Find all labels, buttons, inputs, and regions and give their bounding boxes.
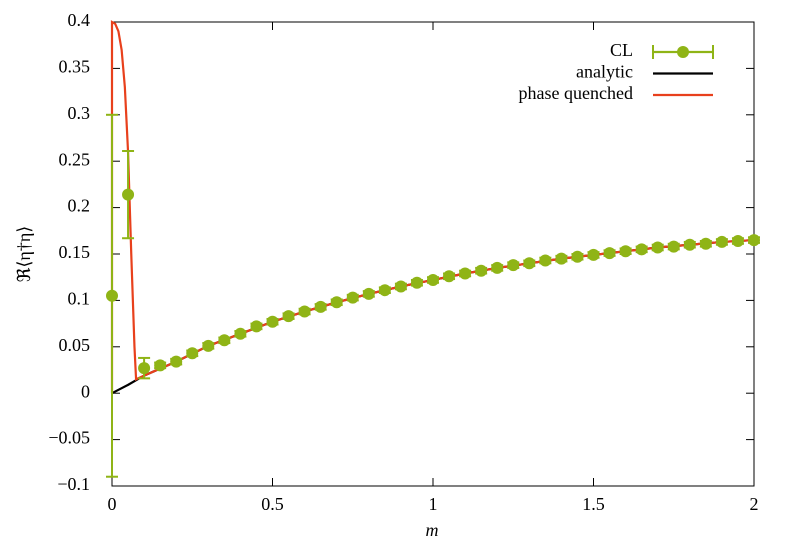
legend-label: CL xyxy=(610,40,633,60)
point xyxy=(603,247,616,260)
point xyxy=(218,334,231,347)
plot-frame xyxy=(111,21,755,487)
point xyxy=(731,235,744,248)
point xyxy=(266,315,279,328)
point xyxy=(106,289,118,302)
point xyxy=(394,280,407,293)
point xyxy=(635,243,648,256)
legend-label: analytic xyxy=(576,62,633,82)
point xyxy=(651,241,664,254)
x-tick-label: 1 xyxy=(429,494,438,514)
point xyxy=(523,257,536,270)
y-tick-label: 0.2 xyxy=(68,196,91,216)
y-tick-label: −0.1 xyxy=(57,474,90,494)
x-axis-label: m xyxy=(426,520,439,540)
y-tick-label: 0.35 xyxy=(59,57,91,77)
legend-swatch xyxy=(677,46,689,58)
y-tick-label: 0.25 xyxy=(59,149,91,169)
point xyxy=(459,267,472,280)
point xyxy=(122,188,135,201)
y-tick-label: 0.3 xyxy=(68,103,91,123)
point xyxy=(491,261,504,274)
y-axis-label: ℜ⟨η†η⟩ xyxy=(14,226,34,283)
point xyxy=(667,240,680,253)
point xyxy=(378,284,391,297)
point xyxy=(202,339,215,352)
point xyxy=(748,234,760,247)
point xyxy=(571,250,584,263)
series-line xyxy=(111,238,755,395)
point xyxy=(234,327,247,340)
series-line xyxy=(110,20,755,394)
y-tick-label: 0.05 xyxy=(59,335,91,355)
point xyxy=(619,245,632,258)
point xyxy=(539,254,552,267)
point xyxy=(587,248,600,261)
point xyxy=(683,238,696,251)
point xyxy=(410,276,423,289)
legend-label: phase quenched xyxy=(519,83,633,103)
y-tick-label: −0.05 xyxy=(48,428,90,448)
point xyxy=(314,300,327,313)
y-tick-label: 0.15 xyxy=(59,242,91,262)
point xyxy=(250,320,263,333)
point xyxy=(362,287,375,300)
point xyxy=(346,291,359,304)
y-tick-label: 0 xyxy=(81,381,90,401)
point xyxy=(170,355,183,368)
x-tick-label: 0 xyxy=(108,494,117,514)
point xyxy=(186,347,199,360)
x-tick-label: 2 xyxy=(750,494,759,514)
point xyxy=(443,270,456,283)
point xyxy=(699,237,712,250)
point xyxy=(154,359,167,372)
y-tick-label: 0.1 xyxy=(68,289,91,309)
point xyxy=(475,264,488,277)
point xyxy=(715,235,728,248)
point xyxy=(282,310,295,323)
y-tick-label: 0.4 xyxy=(68,10,91,30)
point xyxy=(555,252,568,265)
point xyxy=(507,259,520,272)
x-tick-label: 0.5 xyxy=(261,494,284,514)
point xyxy=(138,362,151,375)
point xyxy=(298,305,311,318)
x-tick-label: 1.5 xyxy=(582,494,605,514)
point xyxy=(330,296,343,309)
point xyxy=(427,273,439,286)
